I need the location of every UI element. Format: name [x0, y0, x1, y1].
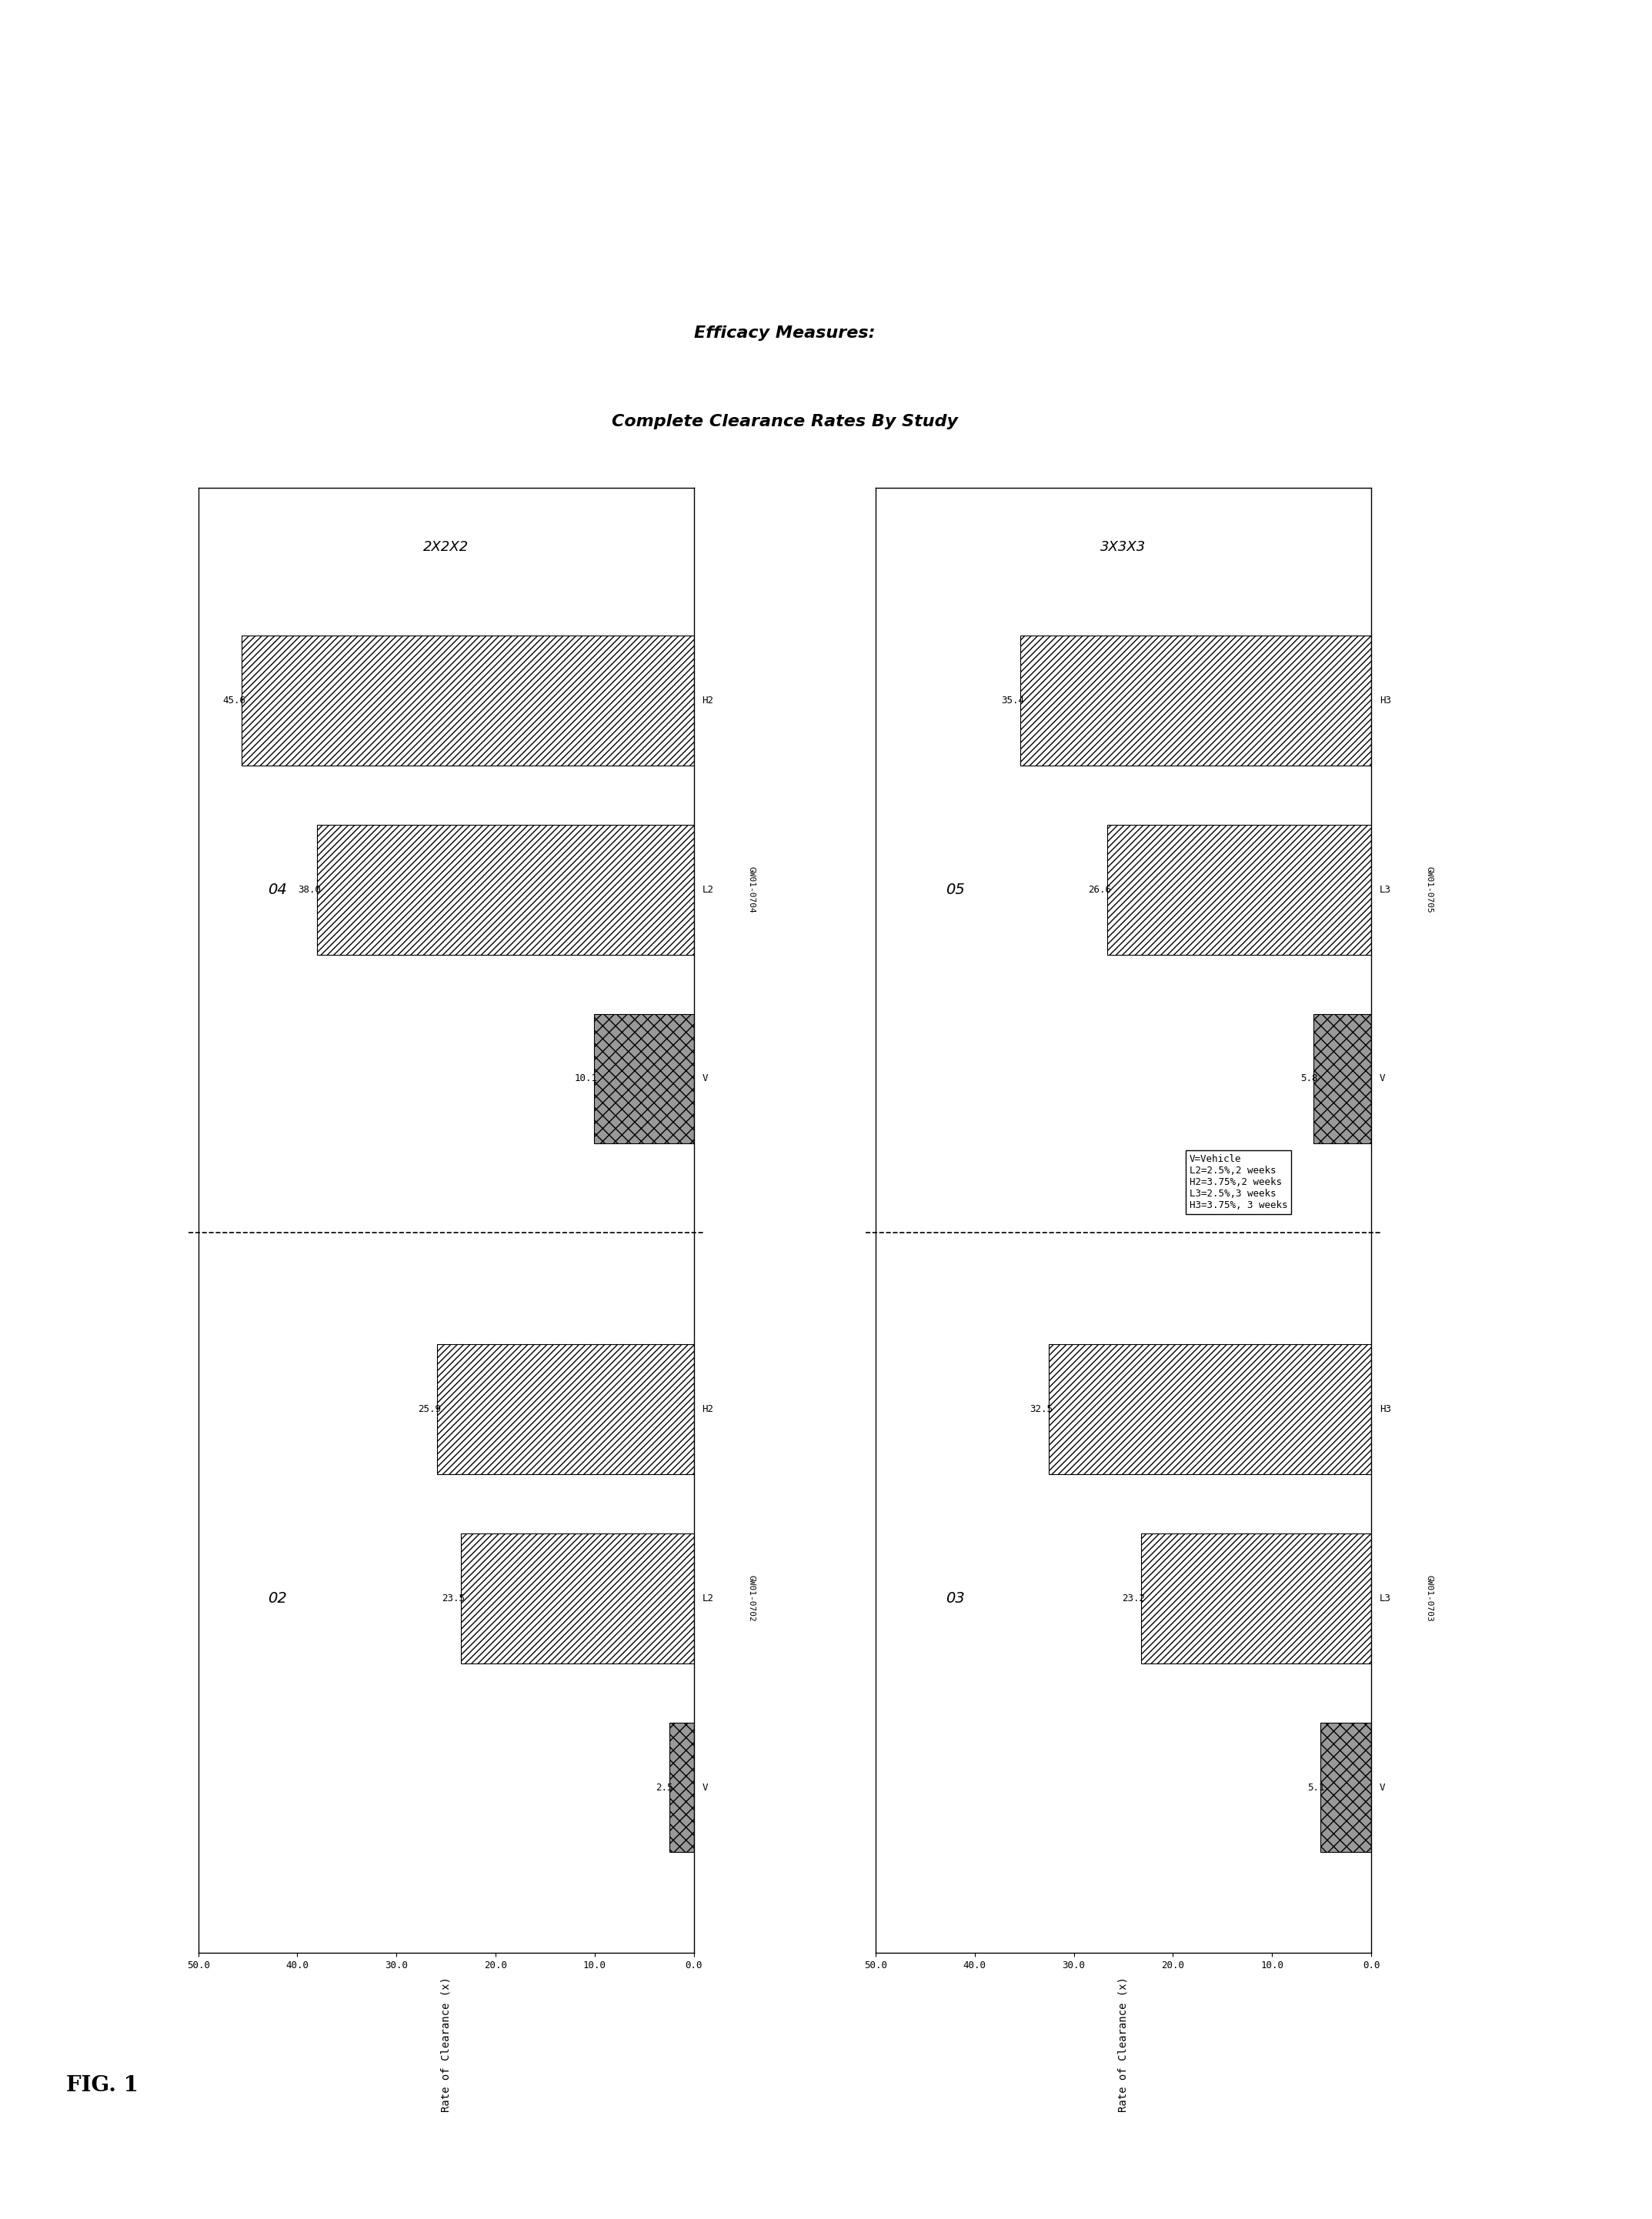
Bar	[317, 825, 694, 954]
Text: 45.6: 45.6	[223, 697, 246, 706]
Text: 26.6: 26.6	[1089, 885, 1112, 894]
Text: H3: H3	[1379, 697, 1391, 706]
Text: 35.4: 35.4	[1001, 697, 1024, 706]
Text: 05: 05	[945, 883, 965, 896]
Text: 23.2: 23.2	[1122, 1593, 1145, 1604]
Text: 23.5: 23.5	[441, 1593, 464, 1604]
Text: 5.1: 5.1	[1307, 1782, 1325, 1793]
Text: 10.1: 10.1	[575, 1074, 598, 1083]
Text: L2: L2	[702, 1593, 714, 1604]
Bar	[593, 1014, 694, 1143]
Text: 02: 02	[268, 1591, 287, 1607]
Text: V: V	[1379, 1782, 1384, 1793]
Bar	[669, 1722, 694, 1853]
Text: H2: H2	[702, 1405, 714, 1414]
Bar	[1049, 1345, 1371, 1473]
Text: 03: 03	[945, 1591, 965, 1607]
Bar	[1107, 825, 1371, 954]
Text: H3: H3	[1379, 1405, 1391, 1414]
Text: 04: 04	[268, 883, 287, 896]
Text: FIG. 1: FIG. 1	[66, 2075, 139, 2097]
Text: GW01-0703: GW01-0703	[1426, 1575, 1432, 1622]
Text: GW01-0705: GW01-0705	[1426, 865, 1432, 912]
Text: L3: L3	[1379, 1593, 1391, 1604]
Text: 2X2X2: 2X2X2	[423, 539, 469, 555]
Bar	[1021, 637, 1371, 766]
Bar	[461, 1533, 694, 1664]
Text: 32.5: 32.5	[1029, 1405, 1052, 1414]
Bar	[241, 637, 694, 766]
Text: L3: L3	[1379, 885, 1391, 894]
Text: 3X3X3: 3X3X3	[1100, 539, 1146, 555]
Text: H2: H2	[702, 697, 714, 706]
Text: 2.5: 2.5	[656, 1782, 672, 1793]
Text: V=Vehicle
L2=2.5%,2 weeks
H2=3.75%,2 weeks
L3=2.5%,3 weeks
H3=3.75%, 3 weeks: V=Vehicle L2=2.5%,2 weeks H2=3.75%,2 wee…	[1189, 1154, 1287, 1209]
Text: V: V	[1379, 1074, 1384, 1083]
Text: V: V	[702, 1782, 707, 1793]
Bar	[1142, 1533, 1371, 1664]
Bar	[438, 1345, 694, 1473]
Text: GW01-0704: GW01-0704	[748, 865, 755, 912]
Bar	[1313, 1014, 1371, 1143]
Text: Efficacy Measures:: Efficacy Measures:	[694, 326, 876, 340]
Text: GW01-0702: GW01-0702	[748, 1575, 755, 1622]
Text: V: V	[702, 1074, 707, 1083]
Text: 25.9: 25.9	[418, 1405, 441, 1414]
Text: 38.0: 38.0	[297, 885, 320, 894]
Text: Complete Clearance Rates By Study: Complete Clearance Rates By Study	[611, 415, 958, 428]
Text: L2: L2	[702, 885, 714, 894]
X-axis label: Rate of Clearance (x): Rate of Clearance (x)	[441, 1977, 451, 2112]
Bar	[1320, 1722, 1371, 1853]
X-axis label: Rate of Clearance (x): Rate of Clearance (x)	[1118, 1977, 1128, 2112]
Text: 5.8: 5.8	[1300, 1074, 1318, 1083]
